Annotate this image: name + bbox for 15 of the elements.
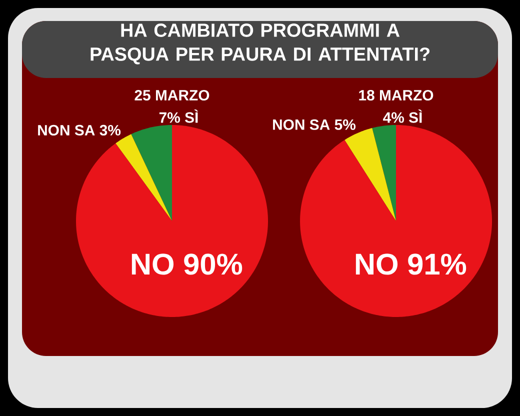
data-label: 5%	[334, 119, 356, 130]
slice-label: NO	[132, 254, 174, 275]
chart-subtitle: 18 MARZO	[359, 90, 434, 101]
slice-label: NON SA	[38, 124, 95, 136]
data-label: 3%	[100, 124, 121, 136]
data-label: 4%	[383, 112, 404, 123]
slice-label: SÌ	[408, 109, 422, 123]
slice-label: NON SA	[273, 119, 330, 130]
chart-title: HA CAMBIATO PROGRAMMI A PASQUA PER PAURA DI ATTENTATI?	[90, 24, 430, 64]
slice-label: NO	[356, 254, 398, 275]
chart-subtitle: 25 MARZO	[134, 90, 210, 101]
data-label: 91%	[408, 254, 466, 275]
data-label: 90%	[184, 254, 242, 275]
data-label: 7%	[159, 112, 180, 123]
slice-label: SÌ	[184, 109, 198, 123]
